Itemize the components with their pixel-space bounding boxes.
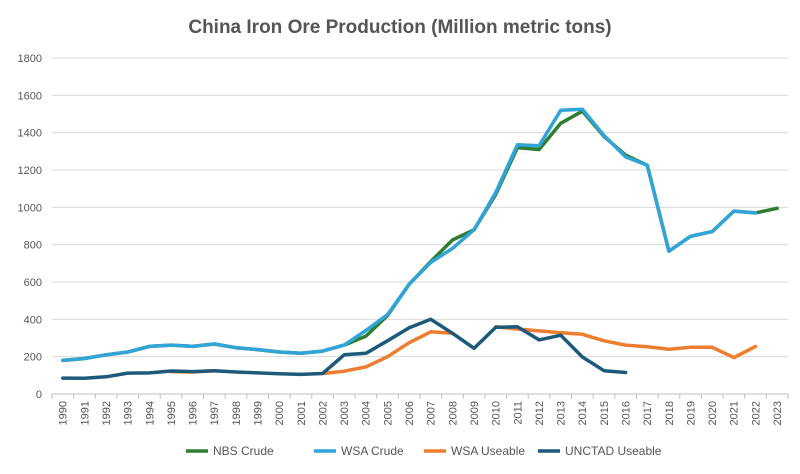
x-tick-label: 2015	[599, 401, 611, 425]
x-tick-label: 2012	[534, 401, 546, 425]
y-tick-label: 600	[24, 277, 42, 289]
x-tick-label: 2009	[469, 401, 481, 425]
x-tick-label: 2020	[707, 401, 719, 425]
x-tick-label: 2001	[296, 401, 308, 425]
x-tick-label: 1994	[144, 401, 156, 425]
series-line-wsa-crude	[61, 107, 758, 363]
x-tick-label: 1993	[123, 401, 135, 425]
x-tick-label: 1997	[209, 401, 221, 425]
y-tick-label: 1200	[18, 165, 42, 177]
y-tick-label: 0	[36, 389, 42, 401]
legend-label: WSA Crude	[341, 444, 404, 458]
y-tick-label: 1600	[18, 90, 42, 102]
x-tick-label: 1996	[188, 401, 200, 425]
x-tick-label: 2000	[274, 401, 286, 425]
x-tick-label: 2006	[404, 401, 416, 425]
x-tick-label: 2017	[642, 401, 654, 425]
x-tick-label: 2019	[685, 401, 697, 425]
x-tick-label: 2023	[772, 401, 784, 425]
x-tick-label: 1998	[231, 401, 243, 425]
x-tick-label: 2008	[447, 401, 459, 425]
axes: 0 200 400 600 800 1000 1200 1400 1600 1800 1990 199…	[18, 53, 789, 425]
x-tick-label: 1995	[166, 401, 178, 425]
x-tick-label: 2022	[750, 401, 762, 425]
y-tick-label: 800	[24, 240, 42, 252]
y-tick-label: 1800	[18, 53, 42, 65]
legend-label: WSA Useable	[451, 444, 525, 458]
x-tick-label: 2018	[664, 401, 676, 425]
series-line-unctad-useable	[61, 317, 628, 381]
x-tick-label: 2013	[556, 401, 568, 425]
x-tick-label: 1999	[252, 401, 264, 425]
y-tick-label: 1000	[18, 202, 42, 214]
x-tick-label: 1990	[58, 401, 70, 425]
legend-label: NBS Crude	[213, 444, 274, 458]
series-lines	[61, 107, 779, 381]
legend: NBS Crude WSA Crude WSA Useable UNCTAD Usea…	[186, 444, 662, 458]
legend-item-unctad-useable: UNCTAD Useable	[538, 444, 662, 458]
x-tick-label: 1992	[101, 401, 113, 425]
legend-label: UNCTAD Useable	[565, 444, 662, 458]
x-tick-label: 2003	[339, 401, 351, 425]
legend-item-wsa-crude: WSA Crude	[314, 444, 404, 458]
chart-title: China Iron Ore Production (Million metri…	[188, 17, 611, 38]
legend-item-nbs-crude: NBS Crude	[186, 444, 274, 458]
x-tick-label: 2014	[577, 401, 589, 425]
x-tick-label: 2010	[491, 401, 503, 425]
y-tick-label: 400	[24, 314, 42, 326]
x-tick-label: 2004	[361, 401, 373, 425]
y-tick-label: 200	[24, 352, 42, 364]
legend-item-wsa-useable: WSA Useable	[424, 444, 525, 458]
x-tick-label: 2005	[382, 401, 394, 425]
x-tick-label: 2002	[317, 401, 329, 425]
x-tick-label: 2007	[426, 401, 438, 425]
x-tick-label: 2021	[729, 401, 741, 425]
grid	[52, 57, 788, 358]
x-tick-label: 2011	[512, 401, 524, 425]
x-tick-label: 1991	[79, 401, 91, 425]
y-tick-label: 1400	[18, 128, 42, 140]
x-tick-label: 2016	[620, 401, 632, 425]
